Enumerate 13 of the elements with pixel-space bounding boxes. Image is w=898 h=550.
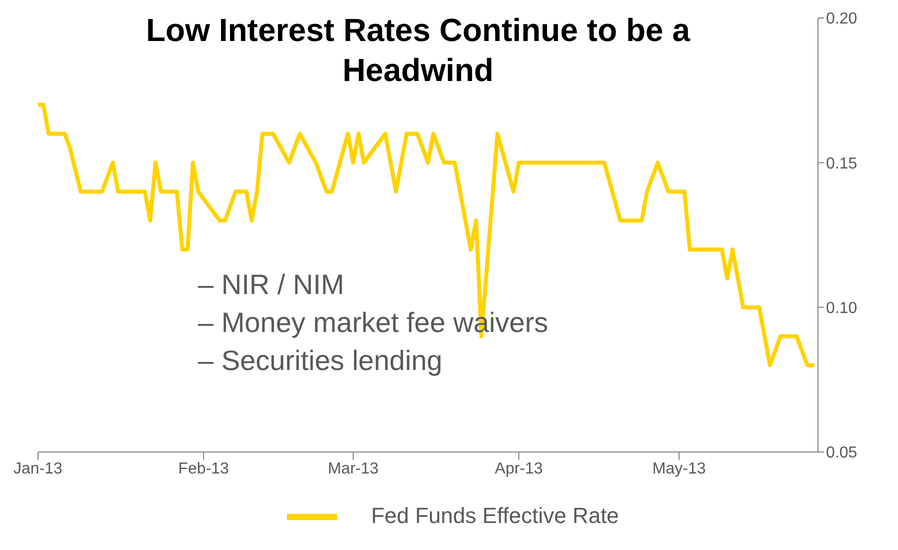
y-tick-label: 0.05 xyxy=(826,444,858,462)
x-tick-label: Apr-13 xyxy=(494,460,543,478)
y-tick-label: 0.20 xyxy=(826,10,858,28)
legend-label: Fed Funds Effective Rate xyxy=(371,502,619,528)
x-tick-label: Jan-13 xyxy=(14,460,63,478)
y-tick-label: 0.15 xyxy=(826,155,858,172)
x-tick-label: May-13 xyxy=(652,460,706,478)
annotation: – NIR / NIM xyxy=(198,268,346,302)
y-tick-label: 0.10 xyxy=(826,300,858,318)
annotation: – Securities lending xyxy=(198,344,444,378)
x-tick-label: Mar-13 xyxy=(328,460,379,478)
x-tick-label: Feb-13 xyxy=(178,460,230,478)
text: Low Interest Rates Continue to be a Headwind xyxy=(144,11,692,90)
